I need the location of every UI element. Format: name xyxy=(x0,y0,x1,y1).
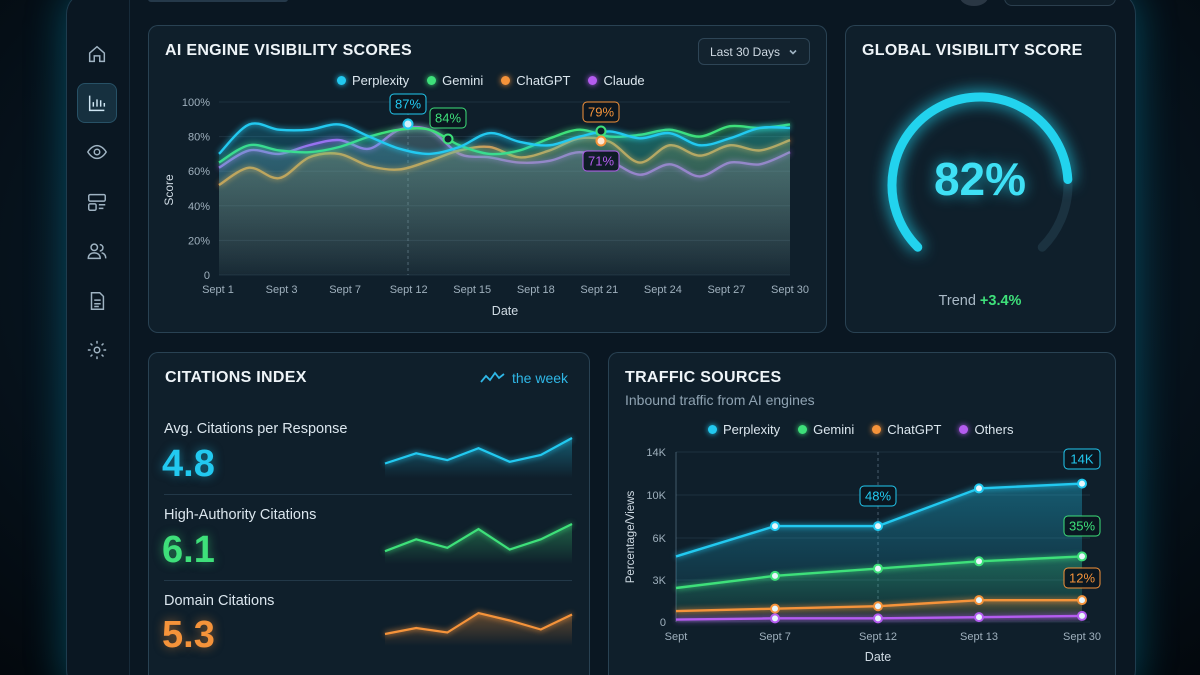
metric-value: 5.3 xyxy=(162,614,215,656)
legend-label: Perplexity xyxy=(352,73,410,88)
legend-label: Gemini xyxy=(813,422,855,437)
legend-dot xyxy=(588,76,598,85)
legend-label: Perplexity xyxy=(723,422,781,437)
divider xyxy=(164,580,572,581)
metric-label: Avg. Citations per Response xyxy=(164,421,348,437)
legend-dot xyxy=(798,425,808,434)
legend-label: ChatGPT xyxy=(516,73,571,88)
sidebar-item-users[interactable] xyxy=(77,231,117,271)
chevron-down-icon xyxy=(789,49,797,55)
account-menu[interactable] xyxy=(1004,0,1116,6)
visibility-legend: Perplexity Gemini ChatGPT Claude xyxy=(337,73,645,88)
legend-item[interactable]: Perplexity xyxy=(337,73,409,88)
global-card-title: GLOBAL VISIBILITY SCORE xyxy=(862,42,1083,59)
trend-label: Trend xyxy=(938,293,976,309)
document-icon xyxy=(90,292,105,310)
date-range-label: Last 30 Days xyxy=(709,44,781,59)
metric-value: 4.8 xyxy=(162,443,215,485)
trend-line-icon xyxy=(480,371,505,383)
legend-item[interactable]: Gemini xyxy=(427,73,483,88)
sidebar-item-visibility[interactable] xyxy=(77,132,117,172)
trend-value: +3.4% xyxy=(979,293,1022,309)
traffic-legend: Perplexity Gemini ChatGPT Others xyxy=(708,422,1013,437)
sidebar-item-reports[interactable] xyxy=(77,281,117,321)
legend-label: Gemini xyxy=(442,73,484,88)
traffic-subtitle: Inbound traffic from AI engines xyxy=(625,392,815,408)
legend-dot xyxy=(501,76,511,85)
period-label: the week xyxy=(512,370,569,386)
date-range-dropdown[interactable]: Last 30 Days xyxy=(698,38,810,65)
users-icon xyxy=(87,243,107,260)
global-score-value: 82% xyxy=(933,153,1027,205)
gear-icon xyxy=(87,340,107,360)
legend-item[interactable]: ChatGPT xyxy=(872,422,941,437)
avatar[interactable] xyxy=(960,0,988,6)
page-title-bar xyxy=(148,0,288,2)
legend-item[interactable]: ChatGPT xyxy=(501,73,570,88)
metric-value: 6.1 xyxy=(162,529,215,571)
legend-item[interactable]: Perplexity xyxy=(708,422,780,437)
metric-label: Domain Citations xyxy=(164,593,275,609)
layout-icon xyxy=(88,193,106,211)
home-icon xyxy=(88,45,106,63)
traffic-card-title: TRAFFIC SOURCES xyxy=(625,369,782,386)
sidebar xyxy=(66,0,130,675)
trend-row: Trend +3.4% xyxy=(900,293,1060,309)
legend-dot xyxy=(872,425,882,434)
sidebar-item-settings[interactable] xyxy=(77,330,117,370)
eye-icon xyxy=(86,144,108,160)
citations-card-title: CITATIONS INDEX xyxy=(165,369,307,386)
metric-label: High-Authority Citations xyxy=(164,507,317,523)
period-selector[interactable]: the week xyxy=(480,370,568,386)
sidebar-item-home[interactable] xyxy=(77,34,117,74)
visibility-card-title: AI ENGINE VISIBILITY SCORES xyxy=(165,42,412,59)
visibility-scores-card xyxy=(148,25,827,333)
legend-dot xyxy=(427,76,437,85)
bar-chart-icon xyxy=(88,95,106,112)
sidebar-item-analytics[interactable] xyxy=(77,83,117,123)
legend-dot xyxy=(337,76,346,85)
legend-label: Others xyxy=(974,422,1014,437)
legend-item[interactable]: Others xyxy=(959,422,1013,437)
sidebar-item-layout[interactable] xyxy=(77,182,117,222)
legend-item[interactable]: Claude xyxy=(588,73,645,88)
divider xyxy=(164,494,572,495)
legend-label: ChatGPT xyxy=(887,422,942,437)
legend-item[interactable]: Gemini xyxy=(798,422,854,437)
legend-dot xyxy=(959,425,969,434)
legend-dot xyxy=(708,425,717,434)
legend-label: Claude xyxy=(603,73,645,88)
